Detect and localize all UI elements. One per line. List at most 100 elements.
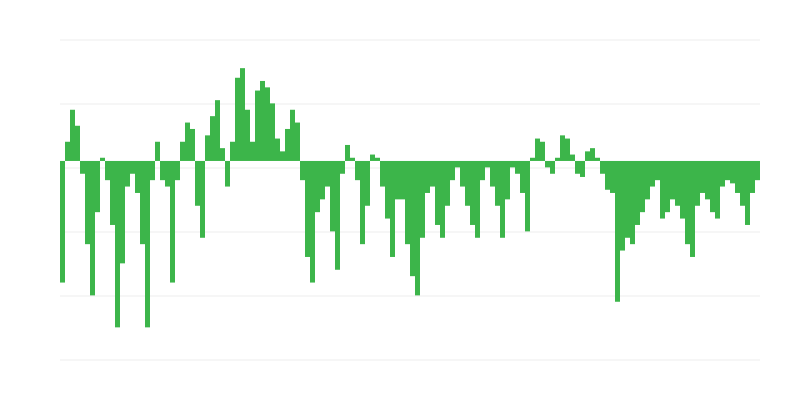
- bar: [90, 160, 95, 296]
- bar: [445, 160, 450, 206]
- bar: [555, 157, 560, 161]
- bar: [465, 160, 470, 206]
- bar: [675, 160, 680, 206]
- bar: [205, 135, 210, 161]
- bar: [305, 160, 310, 257]
- bar: [455, 160, 460, 168]
- bar: [460, 160, 465, 187]
- bar: [295, 122, 300, 161]
- bar: [215, 100, 220, 161]
- bar: [550, 160, 555, 174]
- bar: [325, 160, 330, 187]
- bar: [755, 160, 760, 181]
- bar: [315, 160, 320, 213]
- bar: [630, 160, 635, 245]
- bar: [525, 160, 530, 232]
- bar: [125, 160, 130, 187]
- bar: [185, 122, 190, 161]
- bar: [605, 160, 610, 190]
- bar: [580, 160, 585, 177]
- bar: [480, 160, 485, 181]
- bar: [70, 109, 75, 161]
- bar: [110, 160, 115, 225]
- bar: [300, 160, 305, 181]
- bar: [265, 87, 270, 161]
- bar: [665, 160, 670, 213]
- bar: [390, 160, 395, 257]
- bar: [345, 144, 350, 161]
- bar: [610, 160, 615, 193]
- bar: [700, 160, 705, 193]
- bar: [565, 138, 570, 161]
- bar: [440, 160, 445, 238]
- bar: [130, 160, 135, 174]
- bar: [615, 160, 620, 302]
- bar: [470, 160, 475, 225]
- bar: [645, 160, 650, 200]
- bar: [135, 160, 140, 193]
- bar: [320, 160, 325, 200]
- bar: [240, 68, 245, 161]
- bar: [500, 160, 505, 238]
- bar: [175, 160, 180, 181]
- bar: [495, 160, 500, 206]
- bar: [250, 141, 255, 161]
- bar: [375, 157, 380, 161]
- bar: [745, 160, 750, 225]
- bar: [705, 160, 710, 200]
- bar: [510, 160, 515, 168]
- bar: [180, 141, 185, 161]
- bar: [230, 141, 235, 161]
- bar: [740, 160, 745, 206]
- bar: [105, 160, 110, 181]
- bar: [600, 160, 605, 174]
- bar: [335, 160, 340, 270]
- bar: [505, 160, 510, 200]
- bar: [710, 160, 715, 213]
- bar: [60, 160, 65, 283]
- bar: [660, 160, 665, 219]
- bar: [220, 148, 225, 161]
- bar: [65, 141, 70, 161]
- bar: [155, 141, 160, 161]
- bar: [625, 160, 630, 238]
- bar: [310, 160, 315, 283]
- bar: [395, 160, 400, 200]
- bar: [530, 157, 535, 161]
- bar: [425, 160, 430, 193]
- bar: [115, 160, 120, 328]
- bar: [170, 160, 175, 283]
- bar: [485, 160, 490, 168]
- bar: [415, 160, 420, 296]
- bar: [520, 160, 525, 193]
- bar: [545, 160, 550, 168]
- bar: [540, 141, 545, 161]
- bar: [475, 160, 480, 238]
- bar: [340, 160, 345, 174]
- bar: [640, 160, 645, 213]
- bar: [350, 157, 355, 161]
- bar: [365, 160, 370, 206]
- bar: [355, 160, 360, 181]
- bar: [595, 157, 600, 161]
- bar: [400, 160, 405, 200]
- bar: [270, 103, 275, 161]
- bar: [680, 160, 685, 219]
- bar: [685, 160, 690, 245]
- bar: [80, 160, 85, 174]
- bar: [150, 160, 155, 181]
- bar: [750, 160, 755, 193]
- bar: [285, 128, 290, 161]
- bar: [450, 160, 455, 181]
- bar: [590, 148, 595, 161]
- bar: [575, 160, 580, 174]
- bar: [720, 160, 725, 187]
- bar: [235, 77, 240, 161]
- bar: [370, 154, 375, 161]
- bar: [360, 160, 365, 245]
- bar: [255, 90, 260, 161]
- bar: [75, 125, 80, 161]
- bar: [715, 160, 720, 219]
- bar: [245, 109, 250, 161]
- bar: [280, 151, 285, 161]
